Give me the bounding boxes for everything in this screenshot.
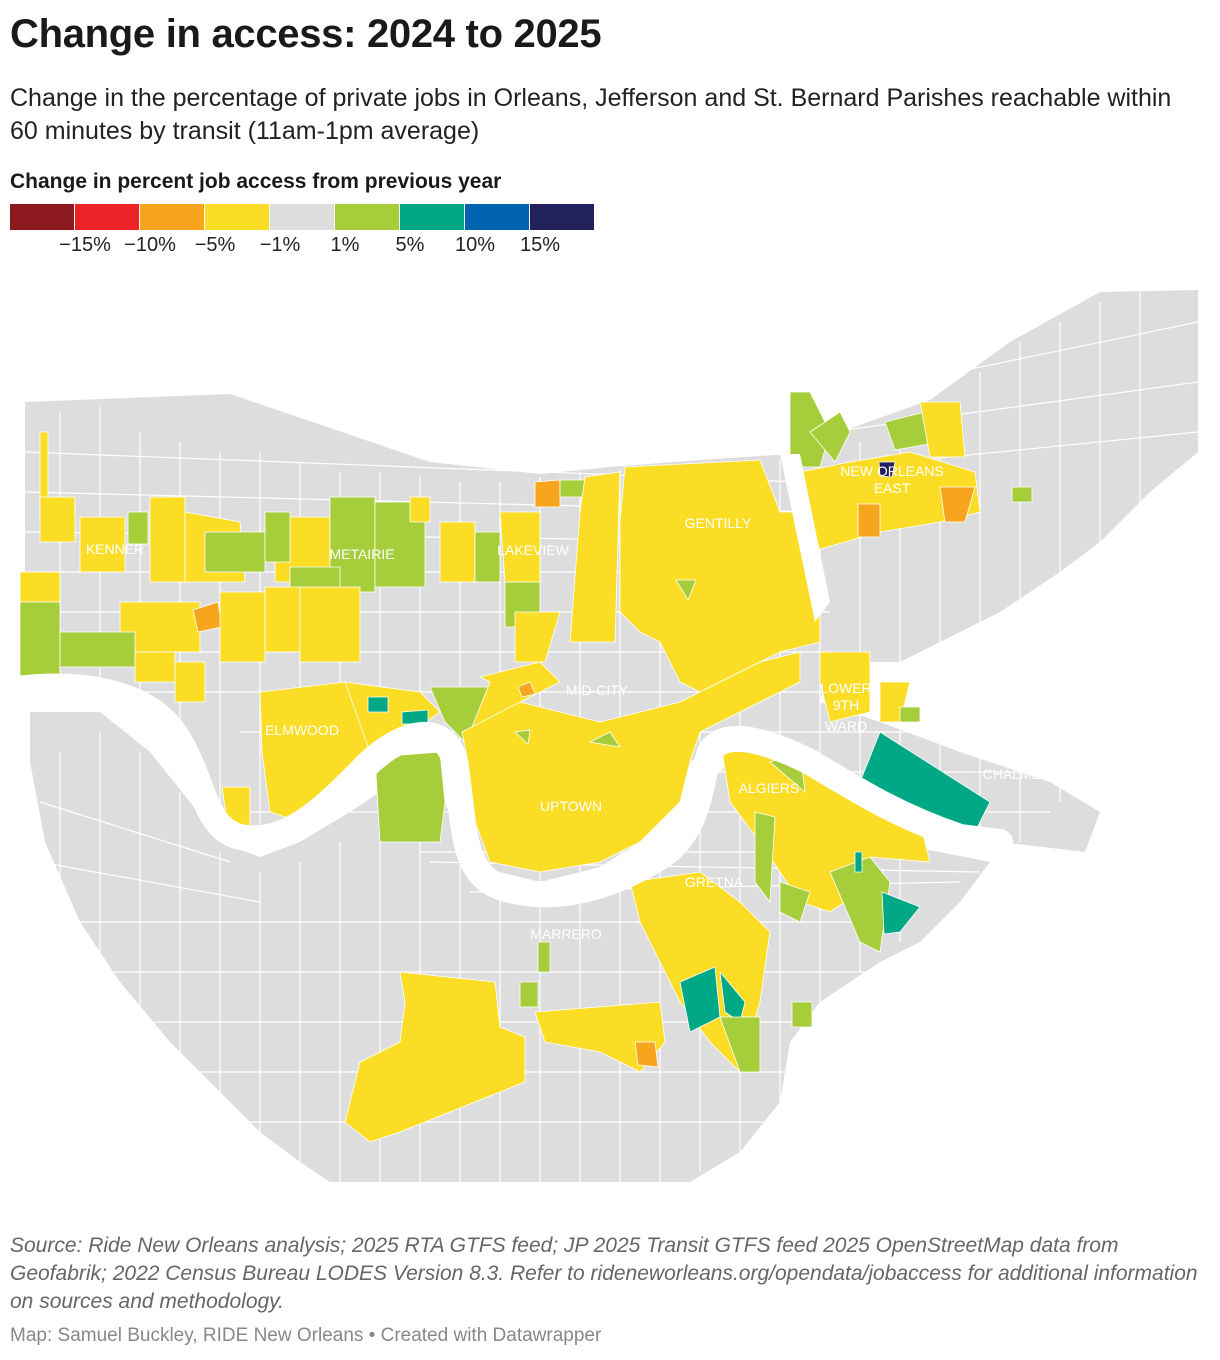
legend-label: −1% (259, 234, 301, 256)
legend-label: −10% (124, 234, 176, 256)
tract-yellow (461, 651, 801, 873)
tract-yellow (219, 591, 266, 663)
tract-yellow (344, 971, 526, 1143)
tract-green (374, 751, 446, 843)
tract-green (204, 531, 266, 573)
tract-orange (857, 503, 881, 538)
tract-orange (939, 486, 976, 523)
tract-orange (517, 681, 536, 698)
choropleth-map: KENNER METAIRIE LAKEVIEW GENTILLY NEW OR… (0, 290, 1199, 1182)
legend-swatch-1 (10, 204, 74, 230)
tract-green (588, 731, 621, 748)
lake-shore-cut (780, 454, 830, 622)
tract-yellow (499, 511, 541, 583)
tract-yellow (799, 451, 981, 553)
tract-green (519, 981, 539, 1008)
tract-yellow (919, 401, 966, 458)
map-label-algiers: ALGIERS (739, 780, 800, 796)
tract-green (754, 811, 776, 904)
tract-green (374, 501, 426, 588)
tract-green (791, 1001, 813, 1028)
tract-green (559, 479, 586, 498)
tract-teal (854, 851, 863, 873)
colored-tracts (19, 391, 1033, 1143)
map-label-metairie: METAIRIE (329, 546, 394, 562)
legend-swatch-8 (465, 204, 529, 230)
tract-green (59, 631, 136, 668)
tract-green (899, 706, 921, 723)
tract-green (127, 511, 149, 545)
tract-teal (367, 696, 389, 713)
tract-green (19, 601, 61, 683)
map-label-lower: LOWER (820, 680, 871, 696)
tract-yellow (19, 571, 61, 603)
credit-line: Map: Samuel Buckley, RIDE New Orleans • … (10, 1325, 602, 1346)
legend-swatch-5 (270, 204, 334, 230)
legend-label: 1% (330, 234, 360, 256)
legend-swatch-4 (205, 204, 269, 230)
legend-label: 5% (395, 234, 425, 256)
legend-swatch-7 (400, 204, 464, 230)
map-labels: KENNER METAIRIE LAKEVIEW GENTILLY NEW OR… (86, 463, 1068, 942)
legend-swatch-2 (75, 204, 139, 230)
map-label-east: EAST (874, 480, 911, 496)
tract-yellow (409, 496, 431, 523)
tract-green (537, 941, 551, 973)
tract-yellow (39, 496, 76, 543)
legend-swatch-6 (335, 204, 399, 230)
tract-green (329, 496, 376, 593)
tract-yellow (79, 516, 126, 573)
legend-label: 10% (454, 234, 496, 256)
tract-navy (878, 461, 896, 478)
tract-green (809, 411, 851, 463)
tract-yellow (569, 471, 621, 643)
tract-yellow (819, 651, 871, 723)
legend-title: Change in percent job access from previo… (10, 170, 502, 193)
map-label-elmwood: ELMWOOD (265, 722, 339, 738)
legend-swatch-9 (530, 204, 594, 230)
legend-swatch-3 (140, 204, 204, 230)
map-label-9th: 9TH (833, 697, 859, 713)
tract-yellow (149, 496, 186, 583)
legend-label: 15% (519, 234, 561, 256)
tract-yellow (439, 521, 476, 583)
map-label-marrero: MARRERO (530, 926, 602, 942)
chart-subtitle: Change in the percentage of private jobs… (10, 84, 1172, 145)
tract-green (675, 579, 697, 601)
tract-yellow (299, 586, 361, 663)
legend-label: −15% (59, 234, 111, 256)
tract-yellow (514, 611, 561, 663)
tract-green (474, 531, 501, 583)
chart-title: Change in access: 2024 to 2025 (10, 12, 602, 56)
map-label-gentilly: GENTILLY (685, 515, 752, 531)
tract-green (779, 881, 811, 923)
river (0, 454, 1013, 908)
map-label-lakeview: LAKEVIEW (497, 542, 569, 558)
tract-yellow (134, 651, 176, 683)
tract-yellow (534, 1001, 666, 1073)
map-label-ward: WARD (825, 718, 867, 734)
tract-green (264, 511, 291, 563)
tract-orange (534, 479, 561, 508)
tract-green (514, 729, 531, 745)
legend-label: −5% (194, 234, 236, 256)
tract-green (1011, 486, 1033, 503)
map-label-chalmette: CHALMETTE (983, 766, 1068, 782)
map-label-gretna: GRETNA (685, 874, 744, 890)
map-label-kenner: KENNER (86, 541, 144, 557)
tract-teal (401, 709, 429, 725)
map-label-new-orleans: NEW ORLEANS (840, 463, 943, 479)
tract-yellow (264, 586, 301, 653)
mississippi-river (0, 673, 1013, 908)
tract-orange (634, 1041, 659, 1068)
source-note: Source: Ride New Orleans analysis; 2025 … (10, 1234, 1198, 1313)
tract-green (719, 1016, 761, 1073)
legend-color-scale (10, 204, 595, 230)
tract-teal (881, 891, 921, 935)
map-label-mid-city: MID-CITY (566, 682, 629, 698)
legend-labels: −15% −10% −5% −1% 1% 5% 10% 15% (10, 234, 630, 260)
map-label-uptown: UPTOWN (540, 798, 602, 814)
tract-yellow (174, 661, 206, 703)
